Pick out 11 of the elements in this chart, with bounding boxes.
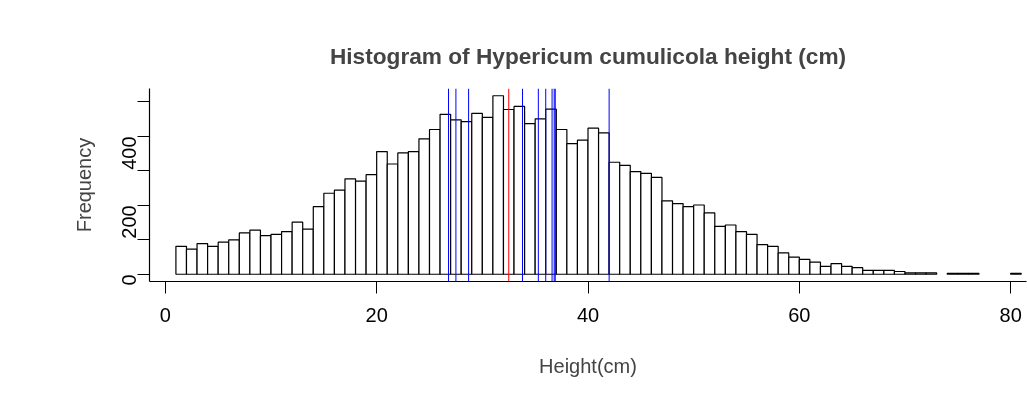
chart-title: Histogram of Hypericum cumulicola height (cm) <box>329 42 847 69</box>
x-tick-label: 20 <box>365 303 388 326</box>
x-tick-label: 80 <box>999 303 1022 326</box>
y-tick-label: 400 <box>118 136 141 170</box>
x-tick-label: 60 <box>788 303 811 326</box>
y-tick-label: 200 <box>118 205 141 239</box>
x-tick-label: 40 <box>576 303 600 326</box>
y-tick-label: 0 <box>118 274 141 286</box>
x-axis-title: Height(cm) <box>539 354 637 377</box>
x-tick-label: 0 <box>159 303 171 326</box>
y-axis-title: Frequency <box>72 137 95 233</box>
